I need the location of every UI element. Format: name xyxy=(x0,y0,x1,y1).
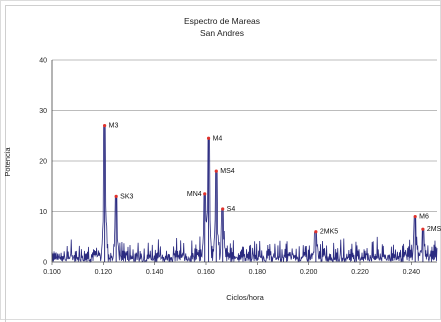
grid-lines xyxy=(52,59,437,212)
y-axis-label: Potencia xyxy=(3,147,12,177)
peak-point xyxy=(203,192,207,196)
x-axis-label: Ciclos/hora xyxy=(226,293,264,302)
chart-area-border xyxy=(5,5,441,322)
chart-title: Espectro de Mareas xyxy=(184,16,260,26)
x-tick-label: 0.220 xyxy=(351,269,369,276)
peak-label: MS4 xyxy=(220,168,235,175)
x-tick-label: 0.200 xyxy=(300,269,318,276)
peak-label: MN4 xyxy=(187,191,202,198)
spectrum-line xyxy=(51,125,438,264)
peak-label: 2MS6 xyxy=(427,226,441,233)
peak-label: SK3 xyxy=(120,193,133,200)
peak-point xyxy=(206,136,211,140)
spectrum-series xyxy=(51,125,438,264)
x-tick-label: 0.120 xyxy=(95,269,113,276)
y-tick-label: 40 xyxy=(39,58,47,65)
peak-point xyxy=(221,207,225,211)
peak-point xyxy=(114,194,118,198)
y-tick-label: 20 xyxy=(39,159,47,166)
x-tick-label: 0.240 xyxy=(403,269,421,276)
y-tick-label: 0 xyxy=(43,260,47,267)
peak-label: M4 xyxy=(213,135,223,142)
peak-label: M3 xyxy=(109,123,119,130)
peak-label: M6 xyxy=(419,214,429,221)
x-tick-label: 0.100 xyxy=(43,269,61,276)
peak-label: S4 xyxy=(227,206,236,213)
peak-point xyxy=(214,169,218,173)
x-tick-label: 0.180 xyxy=(249,269,267,276)
peak-label: 2MK5 xyxy=(320,229,338,236)
peak-markers: M3 SK3 MN4 M4 MS4 S4 2MK5 M6 2MS6 xyxy=(103,123,441,262)
y-tick-label: 30 xyxy=(39,108,47,115)
peak-point xyxy=(314,230,318,234)
x-tick-label: 0.140 xyxy=(146,269,164,276)
peak-point xyxy=(421,227,425,231)
axes: 0 10 20 30 40 0.100 0.120 0.140 0.160 0.180 0.200 0… xyxy=(39,58,437,276)
peak-point xyxy=(103,124,107,128)
peak-point xyxy=(413,214,417,219)
y-tick-label: 10 xyxy=(39,209,47,216)
x-tick-label: 0.160 xyxy=(197,269,215,276)
chart-subtitle: San Andres xyxy=(200,28,244,38)
